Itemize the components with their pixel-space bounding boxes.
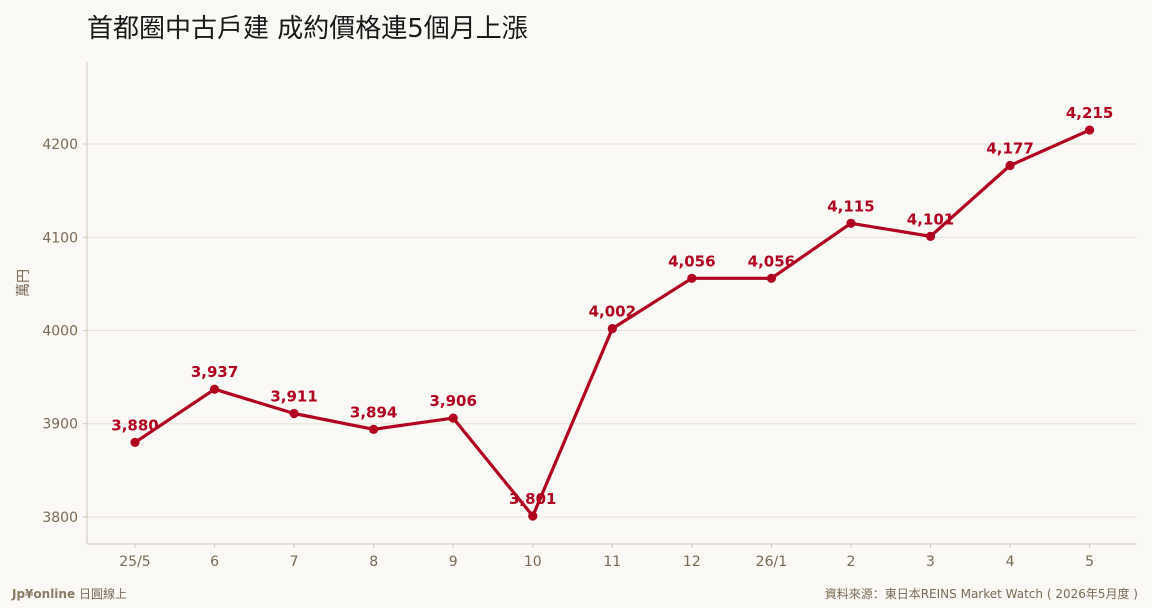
data-point-3 (925, 231, 936, 241)
data-point-2 (846, 218, 856, 228)
data-point-10 (528, 511, 538, 521)
brand-name: Jp¥online (12, 587, 76, 601)
data-label-4: 4,177 (986, 139, 1033, 157)
y-tick-label-4200: 4200 (42, 137, 78, 153)
data-label-25/5: 3,880 (111, 416, 158, 434)
x-tick-label-11: 4 (1006, 554, 1015, 570)
series (130, 125, 1095, 521)
y-tick-label-3900: 3900 (42, 417, 78, 433)
data-label-7: 3,911 (270, 387, 317, 405)
x-tick-label-8: 26/1 (756, 554, 787, 570)
tick-labels: 3800 3900 4000 4100 4200 25/5 6 7 8 9 10 11 12 26/1 2 3… (42, 137, 1094, 570)
y-axis-label: 萬円 (16, 269, 32, 297)
x-tick-label-10: 3 (926, 554, 935, 570)
data-labels: 3,880 3,937 3,911 3,894 3,906 3,801 4,002 4,056… (111, 104, 1113, 508)
x-tick-label-1: 6 (210, 554, 219, 570)
footer-brand: Jp¥online 日圓線上 (12, 585, 127, 602)
data-point-9 (448, 413, 458, 423)
x-tick-label-0: 25/5 (119, 554, 150, 570)
x-tick-label-7: 12 (683, 554, 701, 570)
source-note: 資料來源：東日本REINS Market Watch ( 2026年5月度 ) (824, 587, 1138, 601)
y-tick-label-3800: 3800 (42, 510, 78, 526)
data-label-5: 4,215 (1066, 104, 1113, 122)
data-label-8: 3,894 (350, 403, 397, 421)
data-point-25/5 (130, 437, 140, 447)
data-point-4 (1005, 160, 1015, 171)
data-point-6 (209, 384, 220, 394)
axes (83, 62, 1137, 548)
y-tick-label-4000: 4000 (42, 324, 78, 340)
data-point-7 (289, 408, 299, 419)
y-tick-label-4100: 4100 (42, 230, 78, 246)
x-tick-label-3: 8 (369, 554, 378, 570)
data-point-26/1 (766, 273, 777, 283)
x-tick-label-6: 11 (603, 554, 621, 570)
x-tick-label-4: 9 (449, 554, 458, 570)
data-point-12 (687, 273, 697, 283)
data-label-6: 3,937 (191, 363, 238, 381)
data-label-2: 4,115 (827, 197, 874, 215)
data-point-5 (1085, 125, 1095, 135)
x-tick-label-9: 2 (846, 554, 855, 570)
data-label-11: 4,002 (589, 303, 636, 321)
chart-title: 首都圈中古戶建 成約價格連5個月上漲 (87, 14, 528, 44)
x-tick-label-5: 10 (524, 554, 542, 570)
x-tick-label-2: 7 (290, 554, 299, 570)
data-label-10: 3,801 (509, 490, 556, 508)
series-line (134, 128, 1091, 518)
data-label-3: 4,101 (907, 210, 954, 228)
x-tick-label-12: 5 (1085, 554, 1094, 570)
data-label-12: 4,056 (668, 252, 715, 270)
data-label-26/1: 4,056 (748, 252, 795, 270)
data-point-11 (607, 324, 617, 334)
data-label-9: 3,906 (429, 392, 476, 410)
brand-suffix: 日圓線上 (78, 587, 127, 601)
data-point-8 (369, 424, 379, 434)
